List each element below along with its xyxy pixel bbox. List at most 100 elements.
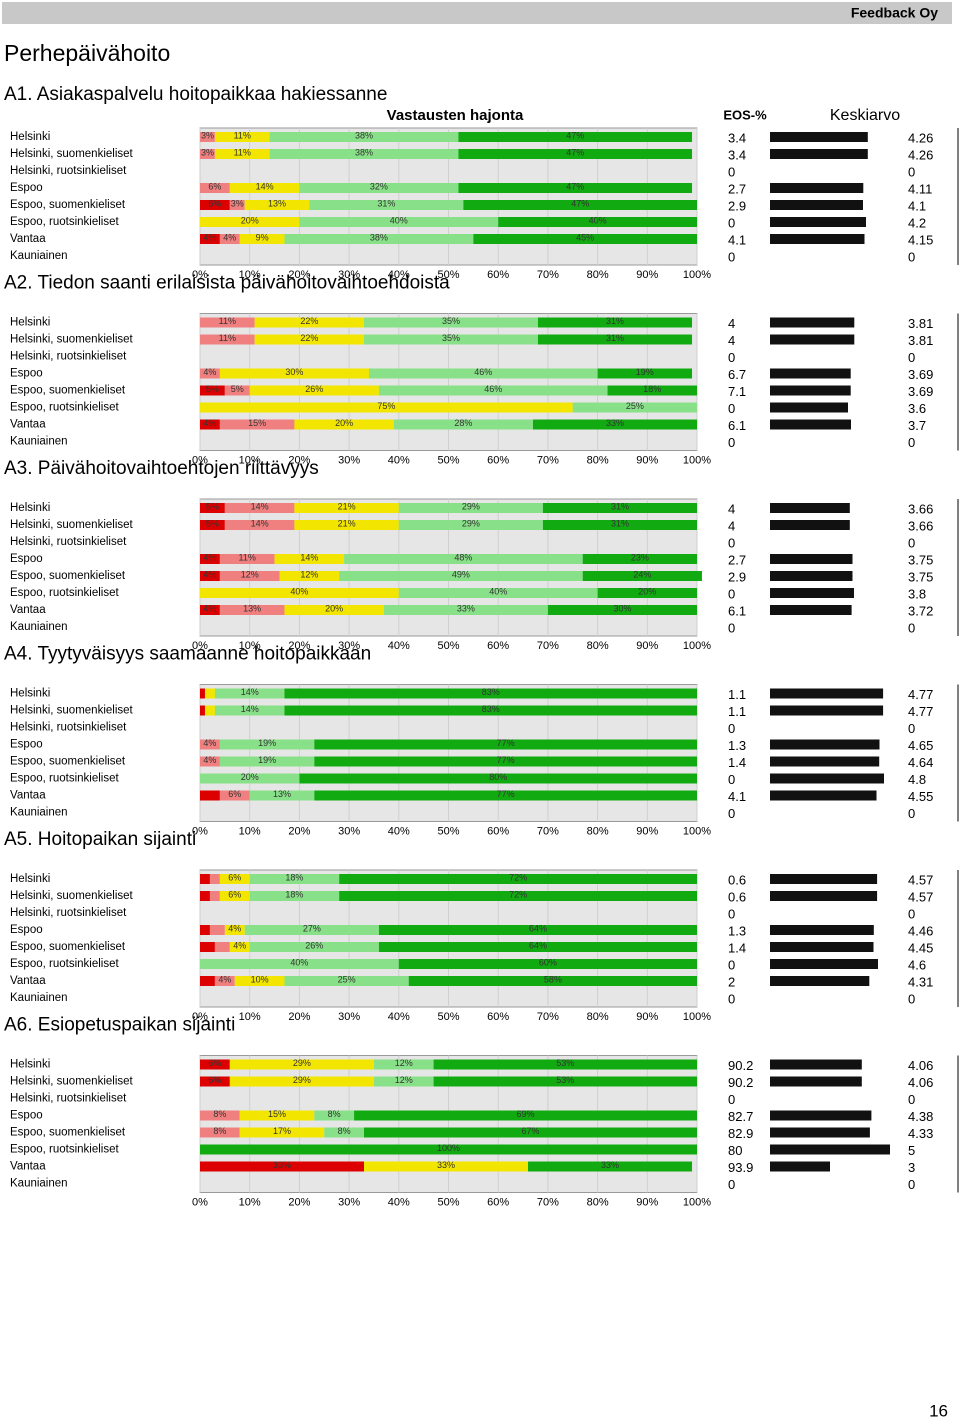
bar-segment: [314, 756, 697, 767]
row-label: Helsinki: [10, 1059, 50, 1071]
col-mean: Keskiarvo: [830, 107, 900, 124]
row-label: Helsinki, ruotsinkieliset: [10, 1093, 127, 1105]
eos-value: 4: [728, 316, 735, 331]
x-tick-label: 0%: [192, 640, 208, 652]
mean-bar: [770, 705, 884, 716]
bar-segment: [309, 200, 464, 210]
segment-label: 4%: [203, 418, 216, 428]
bar-segment: [254, 317, 365, 328]
mean-bar: [770, 605, 852, 615]
eos-value: 1.3: [728, 738, 746, 753]
segment-label: 13%: [243, 603, 261, 613]
segment-label: 4%: [233, 940, 246, 950]
x-tick-label: 70%: [537, 1196, 559, 1208]
segment-label: 15%: [268, 1109, 286, 1119]
x-tick-label: 30%: [338, 269, 360, 281]
segment-label: 30%: [285, 367, 303, 377]
bar-segment: [219, 790, 250, 801]
segment-label: 3%: [201, 147, 214, 157]
eos-value: 0: [728, 721, 735, 736]
bar-segment: [200, 1144, 697, 1155]
bar-segment: [200, 132, 215, 142]
segment-label: 6%: [228, 889, 241, 899]
segment-label: 30%: [613, 603, 631, 613]
segment-label: 19%: [258, 755, 276, 765]
x-tick-label: 60%: [487, 269, 509, 281]
bar-segment: [378, 925, 697, 935]
bar-segment: [209, 891, 220, 901]
bar-segment: [209, 925, 225, 935]
mean-value: 4.57: [908, 872, 933, 887]
row-label: Espoo: [10, 553, 43, 565]
mean-bar: [770, 1076, 862, 1087]
mean-value: 0: [908, 991, 915, 1006]
segment-label: 53%: [556, 1075, 574, 1085]
mean-bar: [770, 756, 880, 767]
x-tick-label: 20%: [288, 1196, 310, 1208]
x-tick-label: 90%: [636, 640, 658, 652]
bar-segment: [219, 368, 369, 379]
eos-value: 90.2: [728, 1075, 753, 1090]
segment-label: 17%: [273, 1126, 291, 1136]
row-label: Espoo, suomenkieliset: [10, 385, 126, 397]
mean-value: 4.64: [908, 755, 933, 770]
eos-value: 1.4: [728, 755, 746, 770]
eos-value: 2.9: [728, 569, 746, 584]
mean-bar: [770, 334, 855, 345]
mean-value: 4.8: [908, 772, 926, 787]
segment-label: 29%: [293, 1075, 311, 1085]
x-tick-label: 40%: [388, 1011, 410, 1023]
row-label: Helsinki: [10, 873, 50, 885]
x-tick-label: 10%: [239, 1196, 261, 1208]
bar-segment: [200, 1059, 230, 1070]
row-label: Helsinki: [10, 317, 50, 329]
bar-segment: [200, 503, 225, 513]
section-title: A3. Päivähoitovaihtoehtojen riittävyys: [4, 458, 319, 479]
bar-segment: [214, 688, 285, 699]
x-tick-label: 80%: [587, 1196, 609, 1208]
bar-segment: [378, 385, 608, 396]
eos-value: 90.2: [728, 1058, 753, 1073]
x-tick-label: 80%: [587, 454, 609, 466]
x-tick-label: 30%: [338, 454, 360, 466]
bar-segment: [204, 705, 215, 716]
segment-label: 6%: [228, 789, 241, 799]
segment-label: 35%: [442, 333, 460, 343]
eos-value: 2.9: [728, 198, 746, 213]
x-tick-label: 20%: [288, 454, 310, 466]
bar-segment: [200, 1127, 240, 1138]
bar-segment: [200, 402, 573, 413]
bar-segment: [398, 959, 697, 969]
eos-value: 0: [728, 1177, 735, 1192]
segment-label: 20%: [335, 418, 353, 428]
bar-segment: [239, 234, 285, 244]
bar-segment: [224, 503, 295, 513]
segment-label: 23%: [631, 552, 649, 562]
bar-segment: [607, 385, 697, 396]
row-label: Vantaa: [10, 419, 46, 431]
segment-label: 4%: [203, 367, 216, 377]
x-tick-label: 100%: [683, 269, 711, 281]
bar-segment: [398, 503, 543, 513]
bar-segment: [433, 1076, 697, 1087]
segment-label: 67%: [521, 1126, 539, 1136]
mean-value: 0: [908, 906, 915, 921]
x-tick-label: 70%: [537, 825, 559, 837]
bar-segment: [314, 1110, 355, 1121]
row-label: Espoo, ruotsinkieliset: [10, 587, 119, 599]
mean-bar: [770, 1127, 870, 1138]
bar-segment: [239, 1127, 325, 1138]
segment-label: 15%: [248, 418, 266, 428]
bar-segment: [542, 520, 697, 530]
header-bar: [2, 2, 952, 24]
segment-label: 9%: [256, 232, 269, 242]
mean-bar: [770, 149, 868, 159]
eos-value: 6.1: [728, 603, 746, 618]
x-tick-label: 50%: [437, 640, 459, 652]
mean-value: 0: [908, 535, 915, 550]
bar-segment: [284, 605, 384, 615]
segment-label: 69%: [517, 1109, 535, 1119]
x-tick-label: 70%: [537, 454, 559, 466]
mean-bar: [770, 891, 878, 901]
mean-value: 3.72: [908, 603, 933, 618]
